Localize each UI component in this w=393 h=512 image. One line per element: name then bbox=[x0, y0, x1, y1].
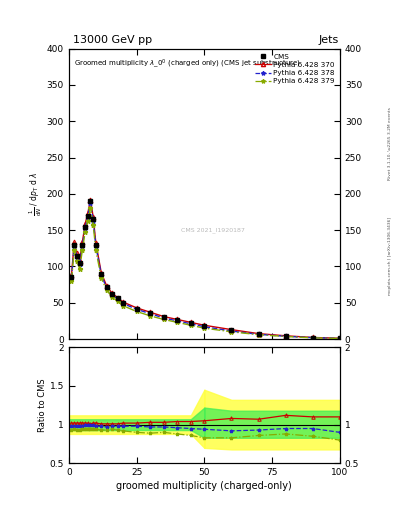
CMS bbox=[283, 333, 288, 339]
CMS bbox=[148, 310, 152, 316]
CMS bbox=[110, 291, 114, 297]
Text: mcplots.cern.ch | [arXiv:1306.3436]: mcplots.cern.ch | [arXiv:1306.3436] bbox=[388, 217, 392, 295]
CMS bbox=[115, 295, 120, 302]
Line: CMS: CMS bbox=[69, 199, 342, 341]
Text: Jets: Jets bbox=[318, 35, 339, 45]
CMS bbox=[99, 271, 104, 277]
CMS bbox=[310, 334, 315, 340]
Legend: CMS, Pythia 6.428 370, Pythia 6.428 378, Pythia 6.428 379: CMS, Pythia 6.428 370, Pythia 6.428 378,… bbox=[253, 52, 336, 86]
CMS bbox=[75, 252, 79, 259]
CMS bbox=[175, 317, 180, 323]
CMS bbox=[83, 223, 87, 229]
CMS bbox=[161, 314, 166, 321]
CMS bbox=[202, 323, 207, 329]
CMS bbox=[85, 212, 90, 219]
CMS bbox=[121, 300, 125, 306]
X-axis label: groomed multiplicity (charged-only): groomed multiplicity (charged-only) bbox=[116, 481, 292, 492]
Text: 13000 GeV pp: 13000 GeV pp bbox=[73, 35, 152, 45]
CMS bbox=[88, 198, 93, 204]
CMS bbox=[69, 273, 74, 280]
CMS bbox=[91, 216, 95, 222]
Text: Rivet 3.1.10, \u2265 3.2M events: Rivet 3.1.10, \u2265 3.2M events bbox=[388, 107, 392, 180]
Text: Groomed multiplicity $\lambda\_0^0$ (charged only) (CMS jet substructure): Groomed multiplicity $\lambda\_0^0$ (cha… bbox=[74, 57, 301, 70]
CMS bbox=[256, 331, 261, 337]
CMS bbox=[77, 260, 82, 266]
Y-axis label: Ratio to CMS: Ratio to CMS bbox=[38, 378, 47, 432]
CMS bbox=[229, 327, 234, 333]
Text: CMS 2021_I1920187: CMS 2021_I1920187 bbox=[180, 228, 244, 233]
CMS bbox=[80, 242, 85, 248]
CMS bbox=[94, 242, 98, 248]
CMS bbox=[189, 320, 193, 326]
CMS bbox=[338, 335, 342, 342]
CMS bbox=[105, 284, 109, 290]
Y-axis label: $\frac{1}{\mathrm{d}N}$ / $\mathrm{d}p_\mathrm{T}$ $\mathrm{d}$ $\lambda$: $\frac{1}{\mathrm{d}N}$ / $\mathrm{d}p_\… bbox=[28, 172, 44, 216]
CMS bbox=[134, 306, 139, 312]
CMS bbox=[72, 242, 77, 248]
